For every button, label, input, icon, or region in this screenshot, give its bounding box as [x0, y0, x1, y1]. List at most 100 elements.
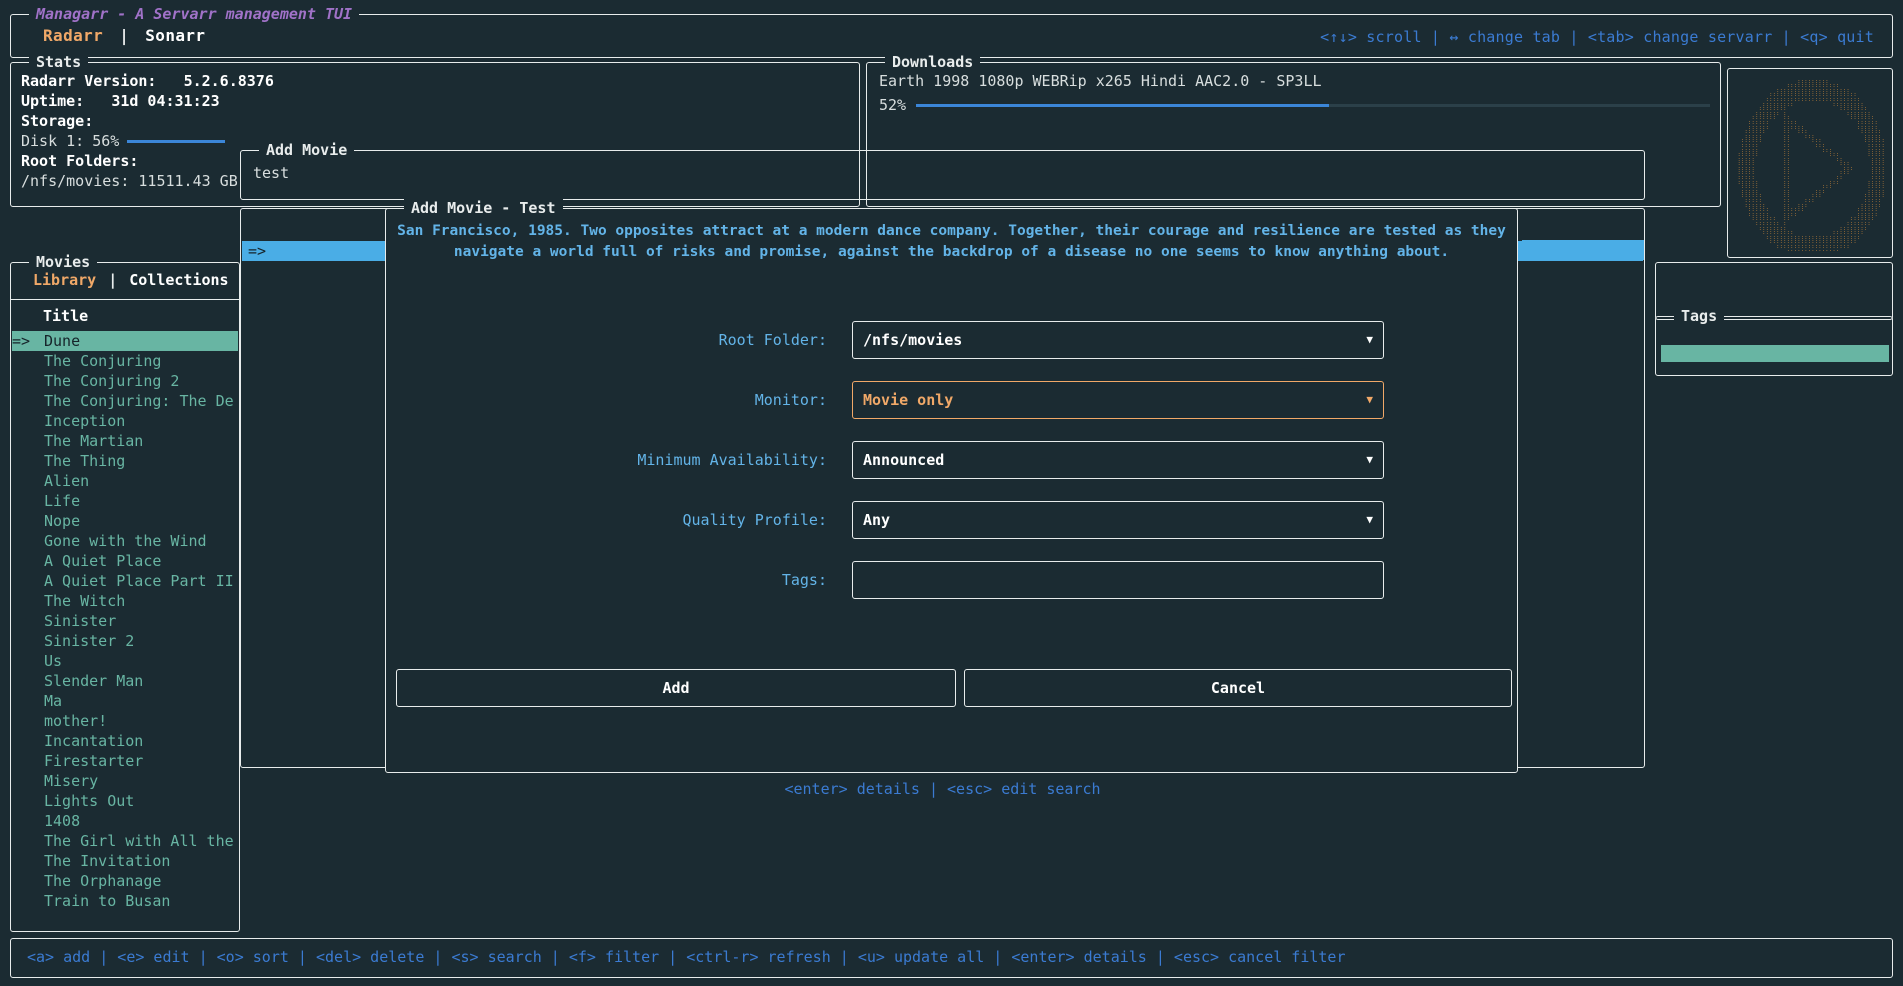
results-tag-highlight [1522, 240, 1644, 260]
movie-list-item[interactable]: =>The Invitation [12, 851, 238, 871]
tab-collections[interactable]: Collections [129, 271, 229, 289]
movie-title: Life [44, 492, 81, 510]
add-button[interactable]: Add [396, 669, 956, 707]
add-movie-title: Add Movie [259, 140, 355, 160]
movie-overview-text: San Francisco, 1985. Two opposites attra… [397, 223, 1506, 260]
movies-tabs: Library | Collections [21, 271, 241, 289]
movie-title: 1408 [44, 812, 81, 830]
movie-list-item[interactable]: =>Lights Out [12, 791, 238, 811]
field-label: Quality Profile: [682, 511, 828, 529]
field-value: /nfs/movies [863, 331, 963, 349]
form-row: Minimum Availability: Announced ▼ [386, 441, 1517, 479]
tab-sonarr[interactable]: Sonarr [145, 26, 206, 45]
movie-list-item[interactable]: =>Train to Busan [12, 891, 238, 911]
root-folder-field[interactable]: /nfs/movies ▼ [852, 321, 1384, 359]
movie-title: A Quiet Place [44, 552, 162, 570]
movie-list-item[interactable]: =>Inception [12, 411, 238, 431]
download-progress-bar [916, 103, 1710, 107]
disk-gauge-row: Disk 1: 56% [21, 131, 274, 151]
right-info-panel [1655, 262, 1893, 320]
version-label: Radarr Version: [21, 72, 157, 90]
play-logo-icon: ::::::::: ::::::::::::::: ::::::::::::::… [1737, 78, 1887, 251]
movie-list-item[interactable]: =>Sinister 2 [12, 631, 238, 651]
version-value: 5.2.6.8376 [183, 72, 274, 90]
field-label: Tags: [781, 571, 827, 589]
chevron-down-icon[interactable]: ▼ [1366, 453, 1373, 466]
movie-list-item[interactable]: =>The Orphanage [12, 871, 238, 891]
movie-title: Incantation [44, 732, 144, 750]
tags-highlight [1661, 345, 1889, 362]
movie-title: Ma [44, 692, 63, 710]
movie-list-item[interactable]: =>Nope [12, 511, 238, 531]
movie-list-item[interactable]: =>Firestarter [12, 751, 238, 771]
movie-list-item[interactable]: =>Sinister [12, 611, 238, 631]
movie-list-item[interactable]: =>The Martian [12, 431, 238, 451]
movie-list-item[interactable]: =>The Girl with All the [12, 831, 238, 851]
tab-divider: | [119, 26, 130, 45]
movie-title: Slender Man [44, 672, 144, 690]
movie-list-item[interactable]: =>Us [12, 651, 238, 671]
field-value: Announced [863, 451, 945, 469]
movie-list-item[interactable]: =>The Conjuring: The De [12, 391, 238, 411]
movie-title: Gone with the Wind [44, 532, 207, 550]
tab-radarr[interactable]: Radarr [43, 26, 104, 45]
downloads-panel: Downloads Earth 1998 1080p WEBRip x265 H… [866, 52, 1721, 207]
download-item-name: Earth 1998 1080p WEBRip x265 Hindi AAC2.… [879, 72, 1322, 90]
field-label: Root Folder: [718, 331, 827, 349]
storage-label: Storage: [21, 112, 94, 130]
movies-list[interactable]: =>Dune=>The Conjuring=>The Conjuring 2=>… [12, 331, 238, 929]
form-row: Tags: [386, 561, 1517, 599]
movie-list-item[interactable]: =>The Conjuring [12, 351, 238, 371]
movie-title: Sinister 2 [44, 632, 135, 650]
movie-title: Misery [44, 772, 99, 790]
field-value: Movie only [863, 391, 954, 409]
minimum-availability-field[interactable]: Announced ▼ [852, 441, 1384, 479]
cancel-button[interactable]: Cancel [964, 669, 1512, 707]
movie-list-item[interactable]: => Dune [12, 331, 238, 351]
global-help-bar: <↑↓> scroll | ↔ change tab | <tab> chang… [1320, 28, 1874, 46]
movies-column-header: Title [43, 307, 89, 325]
movie-title: The Orphanage [44, 872, 162, 890]
status-bar-keys: <a> add | <e> edit | <o> sort | <del> de… [27, 948, 1346, 966]
downloads-title: Downloads [885, 52, 981, 72]
add-movie-search-box[interactable]: Add Movie test [240, 140, 1645, 200]
chevron-down-icon[interactable]: ▼ [1366, 513, 1373, 526]
movie-title: Dune [44, 332, 81, 350]
movie-title: The Girl with All the [44, 832, 234, 850]
movie-list-item[interactable]: =>The Conjuring 2 [12, 371, 238, 391]
tags-field[interactable] [852, 561, 1384, 599]
chevron-down-icon[interactable]: ▼ [1366, 393, 1373, 406]
movie-title: The Conjuring 2 [44, 372, 180, 390]
uptime-label: Uptime: [21, 92, 85, 110]
movie-list-item[interactable]: =>The Thing [12, 451, 238, 471]
form-row: Monitor: Movie only ▼ [386, 381, 1517, 419]
movie-list-item[interactable]: =>A Quiet Place Part II [12, 571, 238, 591]
tags-panel: Tags [1655, 306, 1893, 376]
tab-library[interactable]: Library [33, 271, 97, 289]
movie-list-item[interactable]: =>Misery [12, 771, 238, 791]
uptime-value: 31d 04:31:23 [111, 92, 220, 110]
movie-list-item[interactable]: =>Gone with the Wind [12, 531, 238, 551]
movie-title: Firestarter [44, 752, 144, 770]
movie-list-item[interactable]: =>1408 [12, 811, 238, 831]
movie-list-item[interactable]: =>The Witch [12, 591, 238, 611]
movie-list-item[interactable]: =>Alien [12, 471, 238, 491]
movie-title: Sinister [44, 612, 117, 630]
disk-label: Disk 1: [21, 132, 85, 150]
movie-list-item[interactable]: =>A Quiet Place [12, 551, 238, 571]
movie-title: mother! [44, 712, 108, 730]
movie-list-item[interactable]: =>mother! [12, 711, 238, 731]
disk-usage-bar [127, 139, 226, 143]
movie-title: The Conjuring [44, 352, 162, 370]
tags-title: Tags [1674, 306, 1725, 326]
movie-list-item[interactable]: =>Ma [12, 691, 238, 711]
quality-profile-field[interactable]: Any ▼ [852, 501, 1384, 539]
search-input[interactable]: test [253, 164, 290, 182]
monitor-field[interactable]: Movie only ▼ [852, 381, 1384, 419]
movies-title: Movies [29, 252, 98, 272]
modal-title: Add Movie - Test [404, 198, 563, 218]
chevron-down-icon[interactable]: ▼ [1366, 333, 1373, 346]
movie-list-item[interactable]: =>Slender Man [12, 671, 238, 691]
movie-list-item[interactable]: =>Incantation [12, 731, 238, 751]
movie-list-item[interactable]: =>Life [12, 491, 238, 511]
